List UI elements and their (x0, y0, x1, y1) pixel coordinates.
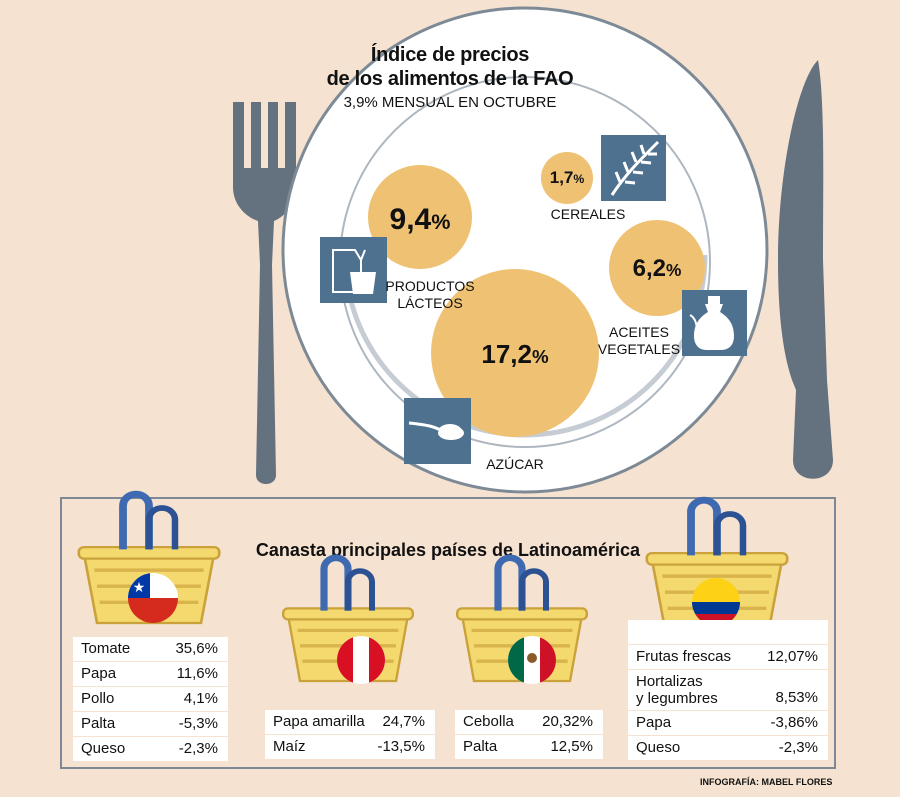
row-item: Frutas frescas (636, 648, 732, 665)
value-lacteos: 9,4% (370, 203, 470, 237)
label-lacteos: PRODUCTOS LÁCTEOS (380, 278, 480, 312)
bubble-lacteos (368, 165, 472, 269)
unit-label: % (573, 172, 585, 186)
table-row-colombia-0: Frutas frescas 12,07% (628, 645, 828, 669)
table-row-peru-1: Maíz -13,5% (265, 735, 435, 759)
credit-text: INFOGRAFÍA: MABEL FLORES (700, 777, 833, 787)
row-value: 11,6% (176, 665, 218, 682)
bubble-azucar (431, 269, 599, 437)
value-azucar: 17,2% (465, 339, 565, 370)
row-value: -13,5% (377, 738, 425, 755)
svg-text:★: ★ (133, 580, 146, 596)
row-item: Maíz (273, 738, 306, 755)
value-azucar-number: 17,2 (481, 339, 532, 369)
main-title-line1: Índice de precios (370, 44, 530, 66)
row-value: 12,07% (767, 648, 818, 665)
basket-panel (60, 497, 836, 769)
value-cereales-number: 1,7 (549, 168, 574, 187)
fork-icon (233, 102, 296, 484)
table-row-peru-0: Papa amarilla 24,7% (265, 710, 435, 734)
value-lacteos-number: 9,4 (389, 203, 432, 236)
table-row-colombia-3: Queso -2,3% (628, 736, 828, 760)
chile-flag-icon: ★ (128, 573, 178, 623)
row-item: Papa (81, 665, 117, 682)
plate (281, 6, 769, 494)
sugar-spoon-icon (404, 398, 471, 464)
bubble-cereales (541, 152, 593, 204)
knife-icon (778, 60, 833, 479)
table-row-mexico-0: Cebolla 20,32% (455, 710, 603, 734)
row-item: Palta (81, 715, 116, 732)
unit-label: % (666, 260, 682, 280)
milk-carton-icon (320, 237, 387, 303)
table-row-colombia-1: Hortalizas y legumbres 8,53% (628, 670, 828, 710)
peru-flag-icon (337, 636, 385, 684)
mexico-flag-icon (508, 636, 556, 684)
row-value: 20,32% (542, 713, 593, 730)
table-row-chile-0: Tomate 35,6% (73, 637, 228, 661)
row-item: Pollo (81, 690, 115, 707)
row-value: 12,5% (550, 738, 593, 755)
row-item: Hortalizas y legumbres (636, 673, 718, 707)
row-item: Papa amarilla (273, 713, 365, 730)
row-item: Queso (636, 739, 681, 756)
row-value: 8,53% (775, 689, 818, 706)
label-cereales-line1: CEREALES (550, 206, 626, 222)
label-azucar: AZÚCAR (480, 456, 550, 473)
label-aceites: ACEITES VEGETALES (594, 324, 684, 358)
basket-panel-title: Canasta principales países de Latinoamér… (255, 540, 641, 560)
row-item: Tomate (81, 640, 131, 657)
value-aceites: 6,2% (609, 255, 705, 283)
row-value: 24,7% (382, 713, 425, 730)
row-item: Palta (463, 738, 498, 755)
table-row-chile-2: Pollo 4,1% (73, 687, 228, 711)
table-row-chile-1: Papa 11,6% (73, 662, 228, 686)
label-aceites-line2: VEGETALES (597, 341, 681, 357)
row-value: -2,3% (778, 739, 818, 756)
unit-label: % (431, 209, 451, 234)
value-cereales: 1,7% (541, 168, 593, 188)
row-value: 35,6% (175, 640, 218, 657)
table-row-colombia-spacer (628, 620, 828, 644)
label-lacteos-line1: PRODUCTOS (385, 278, 475, 294)
table-row-chile-4: Queso -2,3% (73, 737, 228, 761)
row-item: Queso (81, 740, 126, 757)
row-value: -3,86% (770, 714, 818, 731)
label-lacteos-line2: LÁCTEOS (397, 295, 463, 311)
row-value: -5,3% (178, 715, 218, 732)
colombia-flag-icon (692, 578, 740, 626)
wheat-icon (601, 135, 666, 201)
label-cereales: CEREALES (548, 206, 628, 223)
table-row-mexico-1: Palta 12,5% (455, 735, 603, 759)
value-aceites-number: 6,2 (632, 255, 666, 282)
bubble-aceites (609, 220, 705, 316)
oil-bottle-icon (682, 290, 747, 356)
label-aceites-line1: ACEITES (609, 324, 669, 340)
row-value: -2,3% (178, 740, 218, 757)
main-title-line2: de los alimentos de la FAO (326, 68, 574, 90)
main-subtitle: 3,9% MENSUAL EN OCTUBRE (343, 94, 557, 111)
row-item: Cebolla (463, 713, 514, 730)
table-row-chile-3: Palta -5,3% (73, 712, 228, 736)
label-azucar-line1: AZÚCAR (486, 456, 544, 472)
unit-label: % (531, 346, 549, 367)
row-value: 4,1% (183, 690, 218, 707)
table-row-colombia-2: Papa -3,86% (628, 711, 828, 735)
row-item: Papa (636, 714, 672, 731)
